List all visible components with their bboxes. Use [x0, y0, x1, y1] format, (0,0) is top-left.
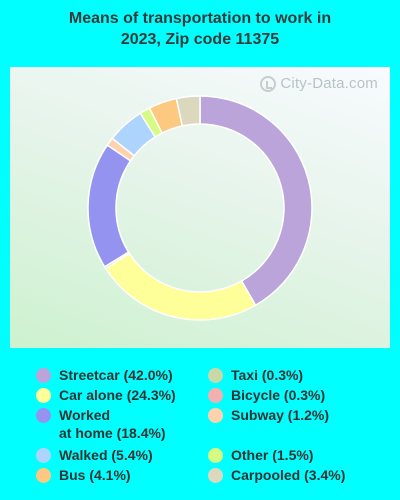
legend-item: Walked (5.4%) — [36, 446, 153, 464]
legend-swatch — [36, 468, 51, 483]
watermark-text: City-Data.com — [280, 75, 378, 92]
slice-carpooled — [175, 95, 201, 127]
city-data-logo-icon — [260, 75, 277, 92]
legend-label: Bus (4.1%) — [59, 467, 131, 483]
legend-swatch — [208, 388, 223, 403]
legend-item: Taxi (0.3%) — [208, 366, 303, 384]
legend-label: Bicycle (0.3%) — [231, 387, 326, 403]
legend-label: Other (1.5%) — [231, 447, 314, 463]
slice-streetcar — [199, 95, 313, 307]
legend-label: Car alone (24.3%) — [59, 387, 176, 403]
legend-item: Carpooled (3.4%) — [208, 466, 345, 484]
legend-item: Bus (4.1%) — [36, 466, 131, 484]
legend-swatch — [36, 388, 51, 403]
legend-label: Taxi (0.3%) — [231, 367, 304, 383]
legend-swatch — [208, 368, 223, 383]
legend-item: Bicycle (0.3%) — [208, 386, 325, 404]
legend-item: Subway (1.2%) — [208, 406, 329, 424]
legend-item: Car alone (24.3%) — [36, 386, 176, 404]
legend: Streetcar (42.0%) Car alone (24.3%) Worked… — [0, 366, 400, 496]
chart-title: Means of transportation to work in 2023,… — [0, 8, 400, 50]
slice-car-alone — [104, 252, 257, 321]
legend-label: Worked at home (18.4%) — [59, 407, 166, 441]
legend-label: Carpooled (3.4%) — [231, 467, 346, 483]
legend-swatch — [36, 448, 51, 463]
legend-swatch — [208, 408, 223, 423]
legend-item: Streetcar (42.0%) — [36, 366, 173, 384]
legend-label: Streetcar (42.0%) — [59, 367, 173, 383]
chart-title-line-2: 2023, Zip code 11375 — [120, 31, 280, 48]
watermark: City-Data.com — [260, 75, 378, 92]
legend-item: Worked at home (18.4%) — [36, 406, 166, 442]
legend-swatch — [208, 468, 223, 483]
legend-swatch — [36, 408, 51, 423]
chart-title-line-1: Means of transportation to work in — [68, 10, 332, 27]
legend-label: Subway (1.2%) — [231, 407, 330, 423]
slice-worked-at-home — [87, 144, 132, 268]
legend-swatch — [208, 448, 223, 463]
donut-chart — [87, 95, 313, 321]
legend-swatch — [36, 368, 51, 383]
legend-item: Other (1.5%) — [208, 446, 313, 464]
legend-label: Walked (5.4%) — [59, 447, 153, 463]
